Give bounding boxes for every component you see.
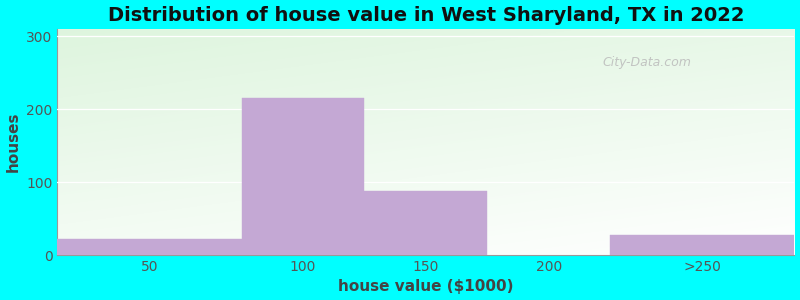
Y-axis label: houses: houses bbox=[6, 112, 21, 172]
Bar bbox=[365, 191, 487, 255]
Bar bbox=[58, 239, 242, 255]
Title: Distribution of house value in West Sharyland, TX in 2022: Distribution of house value in West Shar… bbox=[108, 6, 744, 25]
Text: City-Data.com: City-Data.com bbox=[602, 56, 691, 69]
X-axis label: house value ($1000): house value ($1000) bbox=[338, 279, 514, 294]
Bar bbox=[242, 98, 365, 255]
Bar bbox=[610, 235, 794, 255]
